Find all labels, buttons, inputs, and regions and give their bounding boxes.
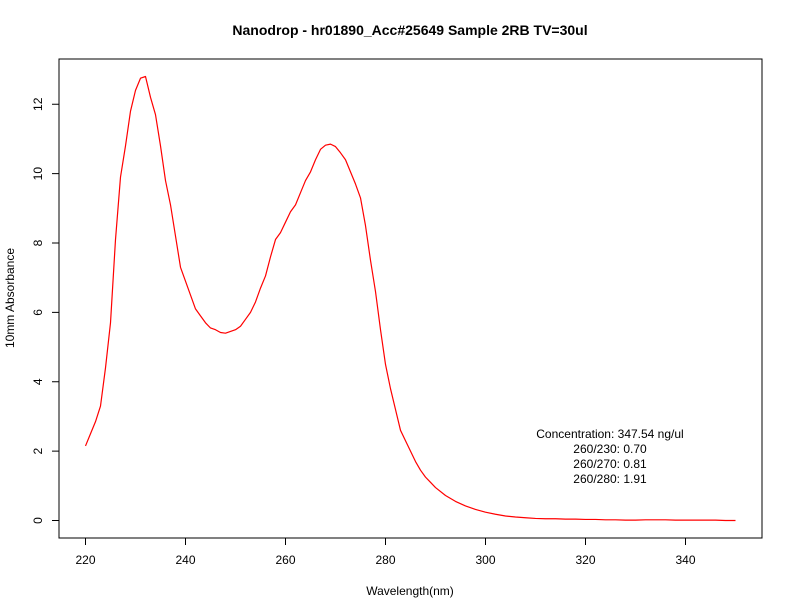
y-axis-label: 10mm Absorbance [3,248,17,348]
x-tick-label: 300 [475,553,495,567]
x-tick-label: 340 [675,553,695,567]
x-tick-label: 280 [375,553,395,567]
y-tick-label: 0 [31,517,45,524]
annotation-260-280: 260/280: 1.91 [573,472,647,486]
y-tick-label: 12 [31,97,45,111]
annotation-concentration: Concentration: 347.54 ng/ul [536,427,683,441]
absorbance-series-line [84,75,736,522]
plot-frame [58,58,763,539]
annotation-260-230: 260/230: 0.70 [573,442,647,456]
x-tick-label: 240 [175,553,195,567]
x-tick-label: 220 [75,553,95,567]
x-axis-label: Wavelength(nm) [366,584,454,598]
chart-title: Nanodrop - hr01890_Acc#25649 Sample 2RB … [232,22,587,38]
y-tick-label: 8 [31,239,45,246]
y-tick-label: 4 [31,378,45,385]
y-tick-label: 6 [31,309,45,316]
annotation-260-270: 260/270: 0.81 [573,457,647,471]
x-tick-label: 320 [575,553,595,567]
x-tick-label: 260 [275,553,295,567]
y-tick-label: 10 [31,167,45,181]
y-tick-label: 2 [31,447,45,454]
series-layer [84,75,736,522]
annotation-block: Concentration: 347.54 ng/ul 260/230: 0.7… [536,427,683,486]
x-axis: 220 240 260 280 300 320 340 [75,537,696,567]
y-axis: 0 2 4 6 8 10 12 [31,97,60,524]
